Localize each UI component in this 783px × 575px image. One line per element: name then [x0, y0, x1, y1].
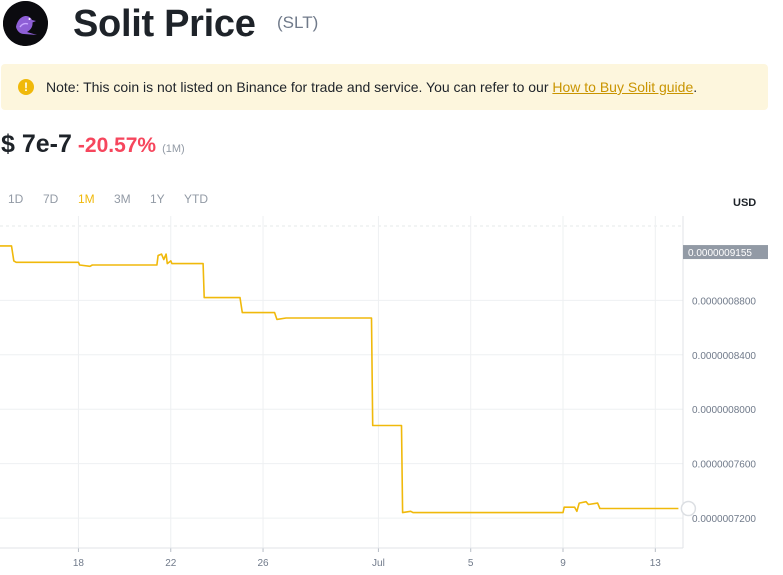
x-tick-label: 22: [165, 558, 177, 569]
how-to-buy-link[interactable]: How to Buy Solit guide: [552, 79, 694, 95]
notice-suffix: .: [693, 79, 698, 95]
range-ytd-button[interactable]: YTD: [184, 192, 208, 206]
x-tick-label: 26: [257, 558, 269, 569]
solit-logo: [3, 1, 48, 46]
y-tick-label: 0.0000007600: [692, 460, 756, 471]
price-series-line: [0, 245, 679, 514]
y-tick-label: 0.0000008000: [692, 405, 756, 416]
y-tick-label: 0.0000008400: [692, 351, 756, 362]
watermark-icon: [680, 500, 697, 517]
currency-label: USD: [733, 197, 757, 209]
range-3m-button[interactable]: 3M: [114, 192, 131, 206]
notice-message: Note: This coin is not listed on Binance…: [46, 79, 553, 95]
notice-banner: ! Note: This coin is not listed on Binan…: [1, 64, 768, 110]
price-row: $ 7e-7 -20.57% (1M): [1, 130, 185, 162]
x-tick-label: Jul: [372, 558, 385, 569]
range-1d-button[interactable]: 1D: [8, 192, 24, 206]
change-period: (1M): [162, 143, 185, 155]
current-price: $ 7e-7: [1, 130, 72, 158]
pigeon-icon: [3, 1, 48, 46]
coin-symbol: (SLT): [277, 13, 319, 32]
price-change: -20.57%: [77, 134, 157, 157]
page-header: Solit Price (SLT): [0, 0, 783, 52]
notice-text: Note: This coin is not listed on Binance…: [46, 78, 697, 96]
exclamation-icon: !: [18, 79, 34, 95]
page-title: Solit Price: [73, 3, 256, 45]
x-tick-label: 9: [560, 558, 566, 569]
last-price-label: 0.0000009155: [688, 248, 752, 259]
y-tick-label: 0.0000007200: [692, 514, 756, 525]
x-tick-label: 5: [468, 558, 474, 569]
price-chart[interactable]: 0.0000008800 0.0000008400 0.0000008000 0.00…: [0, 212, 783, 575]
range-1m-button[interactable]: 1M: [78, 192, 95, 206]
x-tick-label: 18: [73, 558, 85, 569]
x-tick-label: 13: [650, 558, 662, 569]
y-tick-label: 0.0000008800: [692, 296, 756, 307]
range-1y-button[interactable]: 1Y: [150, 192, 165, 206]
range-7d-button[interactable]: 7D: [43, 192, 59, 206]
last-price-tag: [683, 245, 768, 260]
